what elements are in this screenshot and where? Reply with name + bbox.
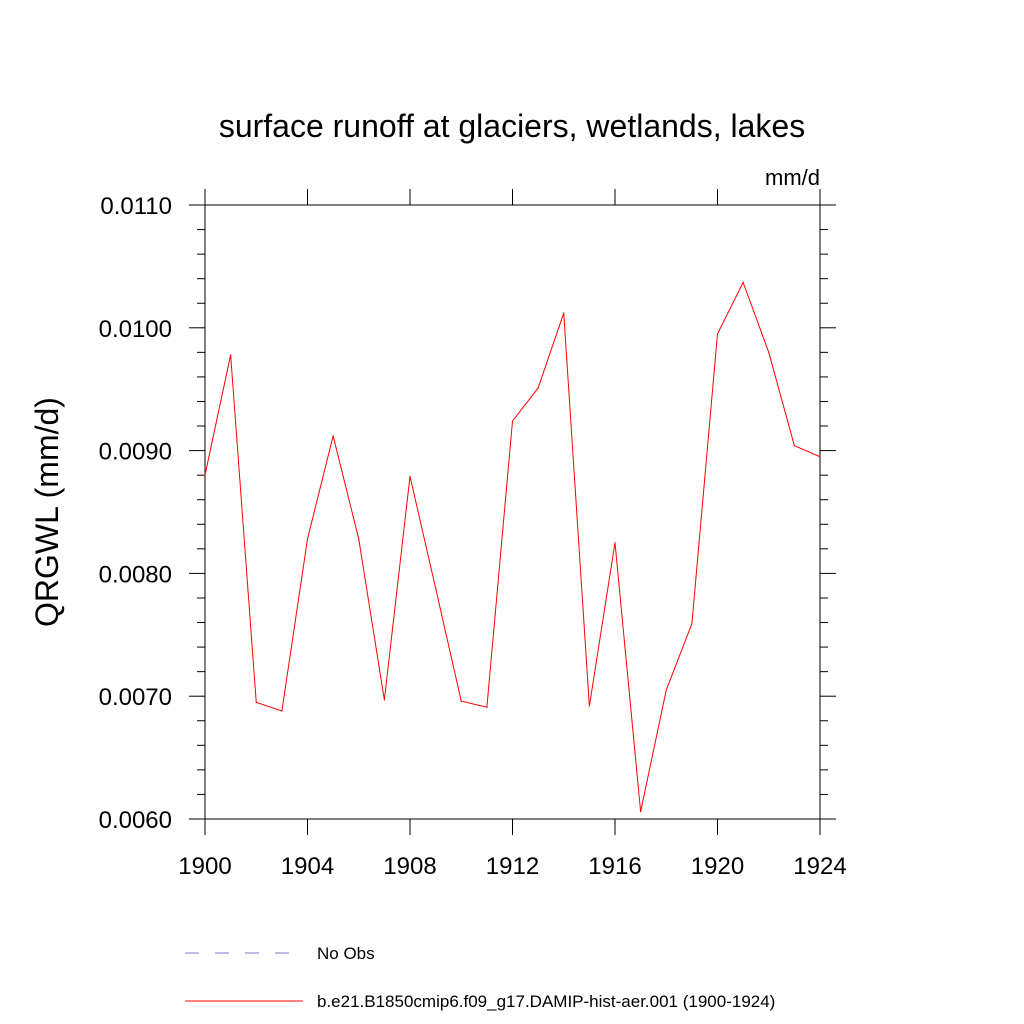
chart-title: surface runoff at glaciers, wetlands, la…: [219, 108, 805, 144]
data-point: [563, 312, 565, 314]
y-axis-ticks: [189, 204, 836, 820]
data-point: [332, 435, 334, 437]
data-point: [255, 701, 257, 703]
y-tick-label: 0.0100: [99, 316, 172, 343]
y-tick-label: 0.0060: [99, 807, 172, 834]
x-axis-ticks: [204, 189, 821, 835]
series-layer: [204, 281, 821, 813]
data-point: [383, 699, 385, 701]
y-tick-label: 0.0070: [99, 684, 172, 711]
y-axis-tick-labels: 0.0060 0.0070 0.0080 0.0090 0.0100 0.0110: [99, 193, 172, 834]
x-tick-label: 1924: [793, 853, 846, 880]
data-point: [460, 700, 462, 702]
legend: No Obs b.e21.B1850cmip6.f09_g17.DAMIP-his…: [185, 944, 775, 1011]
data-point: [306, 538, 309, 540]
data-point: [614, 542, 616, 544]
data-point: [486, 706, 488, 708]
data-point: [358, 538, 360, 540]
x-tick-label: 1912: [486, 853, 539, 880]
y-tick-label: 0.0110: [100, 193, 172, 220]
data-point: [511, 420, 514, 422]
y-tick-label: 0.0080: [99, 561, 172, 588]
data-point: [819, 456, 821, 458]
data-point: [793, 445, 795, 447]
plot-border: [204, 204, 821, 820]
legend-label: b.e21.B1850cmip6.f09_g17.DAMIP-hist-aer.…: [317, 992, 775, 1011]
data-point: [281, 710, 283, 712]
plot-frame: [204, 204, 821, 820]
data-point: [665, 689, 667, 691]
data-point: [742, 281, 744, 283]
data-point: [409, 475, 411, 477]
legend-label: No Obs: [317, 944, 375, 963]
data-point: [588, 705, 590, 707]
data-point: [435, 587, 437, 589]
series-line: [204, 281, 821, 812]
x-tick-label: 1900: [178, 853, 231, 880]
y-axis-label: QRGWL (mm/d): [29, 397, 65, 627]
y-tick-label: 0.0090: [99, 439, 172, 466]
x-tick-label: 1904: [281, 853, 334, 880]
data-point: [640, 811, 642, 813]
data-point: [230, 354, 232, 356]
x-tick-label: 1908: [383, 853, 436, 880]
units-label: mm/d: [765, 165, 820, 190]
data-point: [204, 474, 206, 476]
x-axis-tick-labels: 1900 1904 1908 1912 1916 1920 1924: [178, 853, 846, 880]
data-point: [537, 387, 539, 389]
x-tick-label: 1916: [588, 853, 641, 880]
data-point: [691, 623, 693, 625]
x-tick-label: 1920: [691, 853, 744, 880]
data-point: [716, 333, 719, 335]
data-point: [768, 351, 770, 353]
